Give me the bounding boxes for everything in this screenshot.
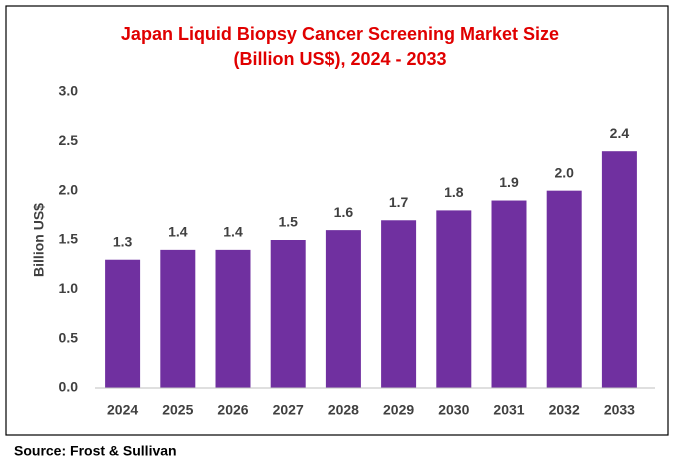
bar — [270, 240, 306, 388]
y-tick-label: 0.0 — [59, 379, 79, 395]
bar — [325, 230, 361, 388]
x-tick-label: 2025 — [162, 402, 193, 418]
bar — [215, 249, 251, 388]
value-label: 1.4 — [168, 224, 188, 240]
x-tick-label: 2028 — [328, 402, 359, 418]
chart-title: Japan Liquid Biopsy Cancer Screening Mar… — [121, 24, 559, 44]
value-label: 2.0 — [554, 164, 574, 180]
source: Source: Frost & Sullivan — [14, 443, 177, 459]
y-axis-label: Billion US$ — [31, 203, 47, 277]
bar — [436, 210, 472, 388]
value-label: 1.7 — [389, 194, 409, 210]
bar — [601, 151, 637, 388]
x-tick-label: 2027 — [273, 402, 304, 418]
bar — [491, 200, 527, 388]
y-tick-label: 3.0 — [59, 83, 79, 99]
bar — [381, 220, 417, 388]
x-tick-label: 2033 — [604, 402, 635, 418]
x-tick-label: 2026 — [217, 402, 248, 418]
bar — [546, 190, 582, 388]
bar — [105, 259, 141, 388]
chart-border — [5, 5, 669, 436]
y-tick-label: 2.0 — [59, 181, 79, 197]
x-tick-label: 2029 — [383, 402, 414, 418]
bar — [160, 249, 196, 388]
value-label: 1.3 — [113, 233, 133, 249]
y-tick-label: 1.5 — [59, 231, 79, 247]
value-label: 2.4 — [610, 125, 630, 141]
y-tick-label: 0.5 — [59, 329, 79, 345]
x-tick-label: 2031 — [493, 402, 524, 418]
value-label: 1.9 — [499, 174, 519, 190]
value-label: 1.5 — [278, 214, 298, 230]
chart-title: (Billion US$), 2024 - 2033 — [233, 49, 446, 69]
y-tick-label: 2.5 — [59, 132, 79, 148]
value-label: 1.4 — [223, 224, 243, 240]
value-label: 1.6 — [334, 204, 354, 220]
x-tick-label: 2030 — [438, 402, 469, 418]
x-tick-label: 2032 — [549, 402, 580, 418]
x-tick-label: 2024 — [107, 402, 138, 418]
value-label: 1.8 — [444, 184, 464, 200]
y-tick-label: 1.0 — [59, 280, 79, 296]
